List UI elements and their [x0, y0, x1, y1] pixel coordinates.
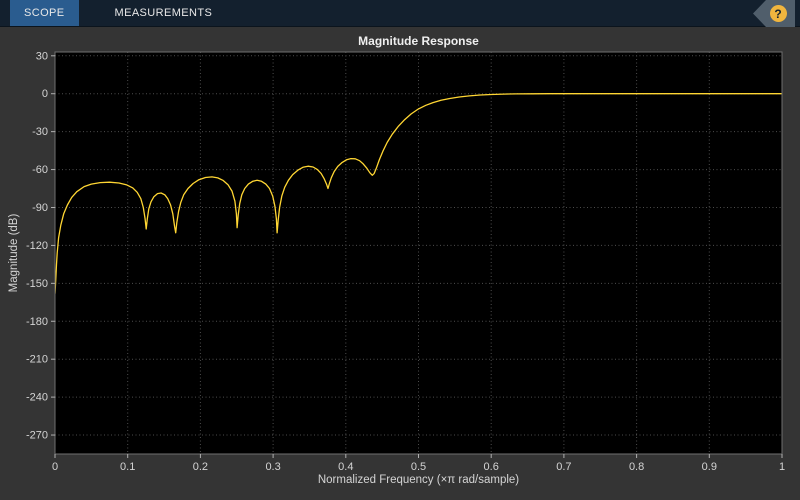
- help-button[interactable]: ?: [769, 5, 787, 22]
- y-tick-label: -240: [26, 392, 48, 404]
- x-tick-label: 0.1: [120, 461, 135, 473]
- x-tick-label: 0.9: [702, 461, 717, 473]
- chart-title: Magnitude Response: [358, 34, 479, 48]
- y-tick-label: -150: [26, 278, 48, 290]
- y-tick-label: -60: [32, 164, 48, 176]
- y-tick-label: 0: [42, 88, 48, 100]
- y-tick-label: -120: [26, 240, 48, 252]
- response-curve: [55, 93, 782, 295]
- y-tick-label: -180: [26, 316, 48, 328]
- x-tick-label: 0.3: [265, 461, 280, 473]
- x-tick-label: 0.4: [338, 461, 353, 473]
- x-tick-label: 0.6: [484, 461, 499, 473]
- y-tick-label: -90: [32, 202, 48, 214]
- tab-scope[interactable]: SCOPE: [10, 0, 79, 26]
- y-tick-label: 30: [36, 50, 48, 62]
- magnitude-plot: 0 0.1 0.2 0.3 0.4 0.5 0.6 0.7 0.8 0.9 1 30 0 -30 -60 -9…: [26, 50, 785, 473]
- y-tick-label: -270: [26, 430, 48, 442]
- x-tick-label: 0.2: [193, 461, 208, 473]
- toolbar: SCOPE MEASUREMENTS ?: [0, 0, 800, 27]
- y-axis-label: Magnitude (dB): [8, 213, 20, 293]
- tab-measurements[interactable]: MEASUREMENTS: [114, 7, 213, 19]
- x-tick-label: 1: [779, 461, 785, 473]
- help-tab: ?: [753, 0, 795, 27]
- y-tick-label: -210: [26, 354, 48, 366]
- y-tick-label: -30: [32, 126, 48, 138]
- x-tick-label: 0.5: [411, 461, 426, 473]
- x-tick-label: 0: [52, 461, 58, 473]
- x-tick-label: 0.8: [629, 461, 644, 473]
- x-axis-label: Normalized Frequency (×π rad/sample): [317, 474, 520, 486]
- figure-area: 0 0.1 0.2 0.3 0.4 0.5 0.6 0.7 0.8 0.9 1 30 0 -30 -60 -9…: [0, 27, 800, 500]
- x-tick-label: 0.7: [556, 461, 571, 473]
